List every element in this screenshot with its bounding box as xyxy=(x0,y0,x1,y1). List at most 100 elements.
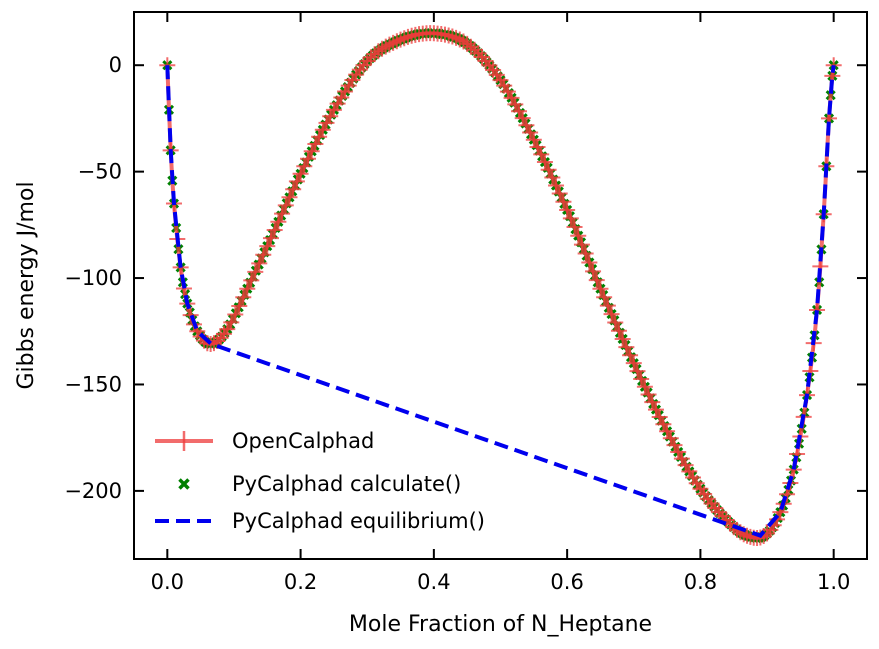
point-opencalphad xyxy=(355,57,372,74)
point-opencalphad xyxy=(566,218,583,235)
point-opencalphad xyxy=(707,499,724,516)
point-opencalphad xyxy=(182,307,199,324)
point-opencalphad xyxy=(559,201,576,218)
point-opencalphad xyxy=(322,108,339,125)
point-opencalphad xyxy=(618,339,635,356)
y-axis-label: Gibbs energy J/mol xyxy=(14,181,39,389)
point-opencalphad xyxy=(514,110,531,127)
point-opencalphad xyxy=(739,527,756,544)
legend-marker-pycalphad-calculate xyxy=(178,478,190,490)
point-opencalphad xyxy=(274,205,291,222)
point-opencalphad xyxy=(633,370,650,387)
point-opencalphad xyxy=(470,45,487,62)
point-opencalphad xyxy=(655,416,672,433)
point-opencalphad xyxy=(577,245,594,262)
x-tick-label: 0.8 xyxy=(684,570,717,594)
point-opencalphad xyxy=(573,236,590,253)
point-opencalphad xyxy=(212,329,229,346)
point-opencalphad xyxy=(533,146,550,163)
point-opencalphad xyxy=(581,254,598,271)
x-tick-label: 0.6 xyxy=(550,570,583,594)
point-opencalphad xyxy=(670,443,687,460)
point-opencalphad xyxy=(544,169,561,186)
point-opencalphad xyxy=(270,213,287,230)
point-opencalphad xyxy=(588,272,605,289)
line-opencalphad xyxy=(165,31,836,540)
point-opencalphad xyxy=(551,185,568,202)
y-tick-label: −50 xyxy=(78,160,122,184)
point-opencalphad xyxy=(255,246,272,263)
legend-entry-opencalphad: OpenCalphad xyxy=(155,429,374,453)
legend: OpenCalphad PyCalphad calculate() PyCalp… xyxy=(155,429,485,533)
point-opencalphad xyxy=(473,48,490,65)
point-opencalphad xyxy=(296,158,313,175)
point-opencalphad xyxy=(243,272,260,289)
y-tick-label: 0 xyxy=(109,53,122,77)
point-opencalphad xyxy=(374,40,391,57)
point-opencalphad xyxy=(622,347,639,364)
point-opencalphad xyxy=(392,31,409,48)
point-opencalphad xyxy=(525,131,542,148)
point-opencalphad xyxy=(592,280,609,297)
point-opencalphad xyxy=(507,96,524,113)
point-opencalphad xyxy=(219,321,236,338)
point-opencalphad xyxy=(444,28,461,45)
point-opencalphad xyxy=(562,210,579,227)
point-opencalphad xyxy=(666,437,683,454)
point-opencalphad xyxy=(659,423,676,440)
legend-entry-pycalphad-equilibrium: PyCalphad equilibrium() xyxy=(155,509,485,533)
point-opencalphad xyxy=(277,197,294,214)
point-opencalphad xyxy=(359,52,376,69)
point-opencalphad xyxy=(610,322,627,339)
point-opencalphad xyxy=(640,386,657,403)
point-opencalphad xyxy=(259,238,276,255)
point-opencalphad xyxy=(555,193,572,210)
point-opencalphad xyxy=(614,330,631,347)
legend-entry-pycalphad-calculate: PyCalphad calculate() xyxy=(178,472,461,496)
x-tick-label: 0.4 xyxy=(417,570,450,594)
point-opencalphad xyxy=(239,280,256,297)
point-opencalphad xyxy=(511,103,528,120)
point-opencalphad xyxy=(314,121,331,138)
point-opencalphad xyxy=(522,124,539,141)
x-tick-label: 0.2 xyxy=(284,570,317,594)
point-opencalphad xyxy=(307,135,324,152)
point-opencalphad xyxy=(385,34,402,51)
point-opencalphad xyxy=(227,306,244,323)
point-opencalphad xyxy=(466,41,483,58)
x-tick-label: 0.0 xyxy=(151,570,184,594)
point-opencalphad xyxy=(292,165,309,182)
point-opencalphad xyxy=(603,306,620,323)
point-opencalphad xyxy=(503,89,520,106)
point-opencalphad xyxy=(251,255,268,272)
point-opencalphad xyxy=(266,221,283,238)
point-opencalphad xyxy=(462,38,479,55)
y-tick-label: −200 xyxy=(64,479,122,503)
point-opencalphad xyxy=(235,289,252,306)
legend-label-pycalphad-equilibrium: PyCalphad equilibrium() xyxy=(232,509,485,533)
point-opencalphad xyxy=(299,150,316,167)
line-pycalphad-equilibrium xyxy=(165,64,836,538)
point-opencalphad xyxy=(303,143,320,160)
point-opencalphad xyxy=(285,181,302,198)
point-opencalphad xyxy=(288,173,305,190)
point-opencalphad xyxy=(596,289,613,306)
series-layer xyxy=(159,25,842,547)
point-opencalphad xyxy=(662,430,679,447)
y-tick-label: −100 xyxy=(64,266,122,290)
point-opencalphad xyxy=(629,363,646,380)
point-opencalphad xyxy=(262,230,279,247)
point-opencalphad xyxy=(231,298,248,315)
ticks-layer: 0.0 0.2 0.4 0.6 0.8 1.0 0 −50 −100 −150 −200 xyxy=(64,12,867,594)
point-opencalphad xyxy=(536,154,553,171)
point-opencalphad xyxy=(570,227,587,244)
point-opencalphad xyxy=(625,355,642,372)
point-opencalphad xyxy=(377,38,394,55)
x-tick-label: 1.0 xyxy=(817,570,850,594)
point-opencalphad xyxy=(318,114,335,131)
point-opencalphad xyxy=(599,297,616,314)
point-opencalphad xyxy=(448,29,465,46)
point-opencalphad xyxy=(281,189,298,206)
